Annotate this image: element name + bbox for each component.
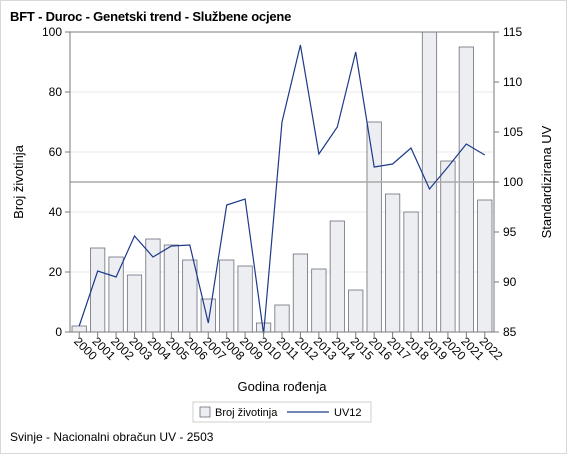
bar [348, 289, 364, 333]
bar [145, 238, 161, 333]
y-right-tick-label: 95 [503, 225, 517, 239]
y-right-tick-label: 90 [503, 275, 517, 289]
bar [458, 46, 474, 333]
bar [126, 274, 143, 333]
y-left-tick-label: 60 [49, 145, 63, 159]
bar [90, 247, 106, 333]
y-right-tick-label: 115 [503, 25, 522, 39]
bar [477, 199, 493, 333]
bar [366, 121, 382, 333]
bar [403, 211, 419, 333]
y-left-tick-label: 100 [42, 25, 62, 39]
y-right-tick-label: 85 [503, 325, 517, 339]
bar [329, 220, 345, 333]
legend-bar-swatch [199, 406, 211, 418]
legend-box [192, 401, 372, 423]
y-right-axis-title: Standardizirana UV [539, 125, 554, 238]
bar [71, 325, 87, 333]
bar [292, 253, 309, 333]
y-left-tick-label: 20 [49, 265, 63, 279]
bar [237, 265, 253, 333]
x-axis-title: Godina rođenja [238, 379, 328, 394]
bar [219, 259, 235, 333]
series-line [78, 44, 486, 335]
y-left-tick-label: 0 [55, 325, 62, 339]
y-left-axis-title: Broj životinja [11, 144, 26, 218]
y-right-tick-label: 100 [503, 175, 523, 189]
y-right-tick-label: 105 [503, 125, 523, 139]
bar [163, 244, 179, 333]
chart-footnote: Svinje - Nacionalni obračun UV - 2503 [10, 430, 214, 444]
chart-title: BFT - Duroc - Genetski trend - Službene … [10, 9, 292, 24]
y-right-tick-label: 110 [503, 75, 522, 89]
bar [274, 304, 290, 333]
bar [385, 193, 401, 333]
bar [311, 268, 327, 333]
bar [440, 160, 456, 333]
bar [108, 256, 124, 333]
bar [182, 259, 198, 333]
y-left-tick-label: 40 [49, 205, 63, 219]
y-left-tick-label: 80 [49, 85, 63, 99]
legend-label: Broj životinja [215, 407, 278, 419]
legend-label: UV12 [334, 407, 362, 419]
